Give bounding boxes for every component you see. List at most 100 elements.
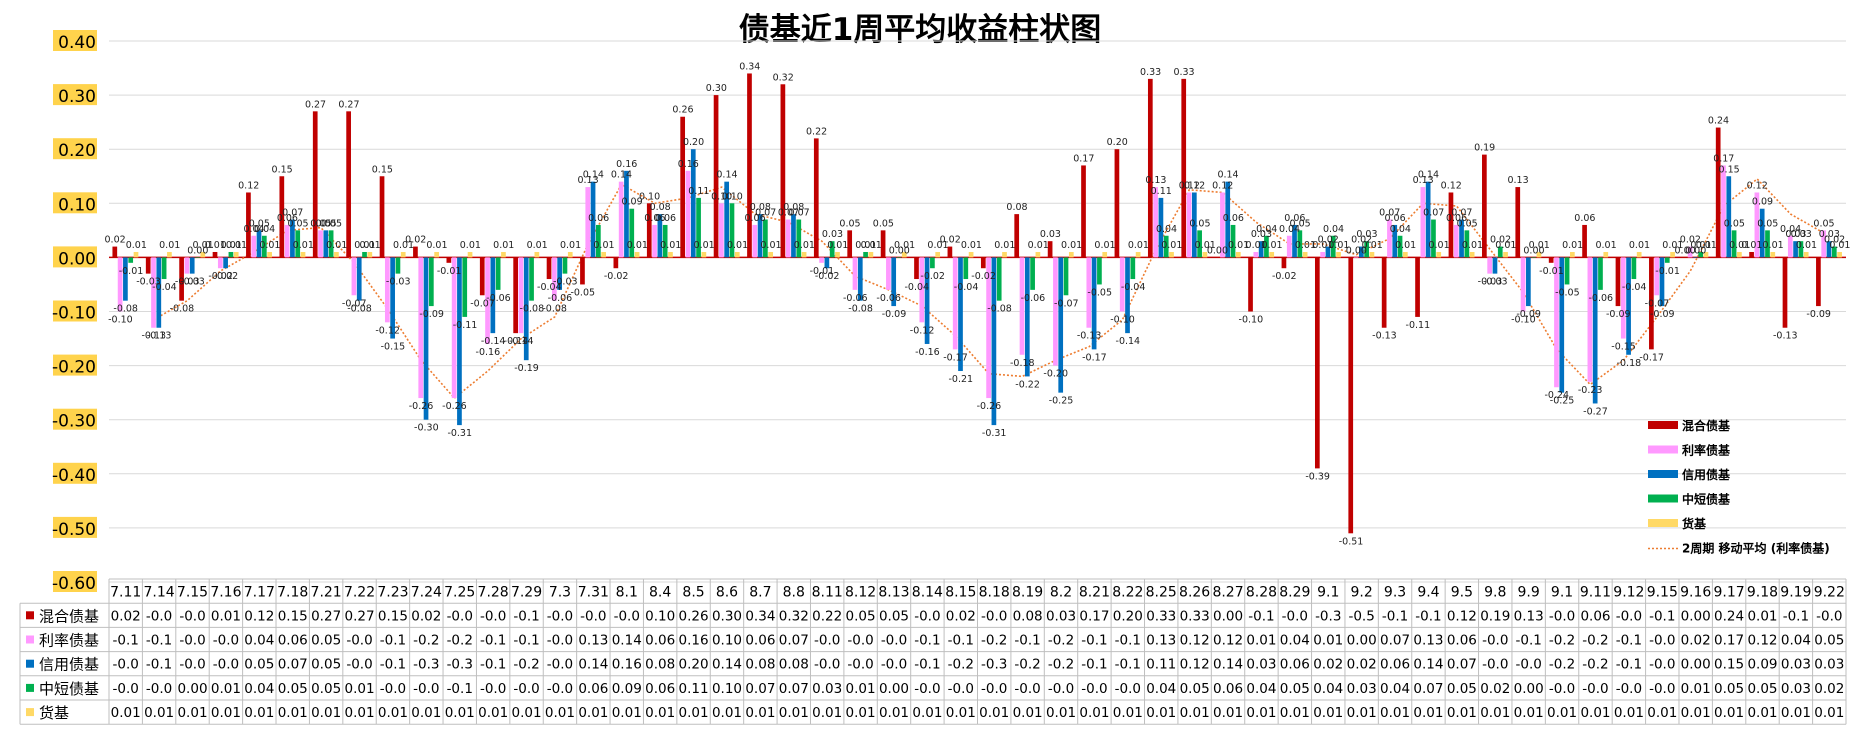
bar — [1749, 251, 1754, 258]
bar — [835, 251, 840, 258]
bar — [446, 257, 452, 263]
x-tick-label: 8.4 — [649, 584, 671, 600]
table-cell: 0.26 — [679, 608, 709, 624]
bar-data-label: -0.31 — [982, 428, 1007, 439]
bar-data-label: 0.01 — [1662, 240, 1683, 251]
bar — [356, 257, 362, 301]
bar-data-label: -0.02 — [208, 271, 233, 282]
bar-data-label: -0.08 — [347, 304, 372, 315]
bar — [145, 257, 151, 274]
bar — [1230, 224, 1236, 258]
x-tick-label: 9.18 — [1747, 584, 1778, 600]
table-row-label: 混合债基 — [39, 607, 99, 625]
table-cell: 0.02 — [1814, 681, 1844, 697]
bar-data-label: 0.33 — [1173, 67, 1194, 78]
bar-data-label: -0.14 — [481, 336, 506, 347]
bar-data-label: -0.03 — [1478, 277, 1503, 288]
bar-data-label: 0.01 — [1729, 240, 1750, 251]
bar — [1253, 251, 1259, 258]
table-cell: 0.01 — [912, 705, 942, 721]
table-cell: 0.00 — [1514, 681, 1544, 697]
x-tick-label: 8.7 — [749, 584, 771, 600]
bar-data-label: -0.19 — [514, 363, 539, 374]
table-cell: -0.0 — [213, 657, 239, 673]
bar-data-label: 0.12 — [1747, 180, 1768, 191]
bar-data-label: 0.05 — [1813, 218, 1834, 229]
table-cell: 0.05 — [846, 608, 876, 624]
x-tick-label: 7.31 — [578, 584, 609, 600]
table-cell: 0.12 — [1213, 633, 1243, 649]
bar-data-label: 0.00 — [1207, 245, 1228, 256]
bar — [1286, 235, 1292, 258]
bar-data-label: -0.12 — [910, 325, 935, 336]
table-cell: 0.01 — [1814, 705, 1844, 721]
bar — [1548, 257, 1554, 263]
bar — [601, 251, 607, 258]
bar-data-label: 0.02 — [1680, 235, 1701, 246]
y-tick-highlight — [53, 246, 97, 268]
table-cell: -0.0 — [447, 608, 473, 624]
table-cell: 0.30 — [712, 608, 742, 624]
bar-data-label: 0.01 — [855, 240, 876, 251]
table-cell: 0.01 — [1046, 705, 1076, 721]
bar — [1314, 257, 1320, 469]
bar — [1169, 251, 1174, 258]
bar — [1197, 230, 1202, 258]
bar-data-label: 0.07 — [1451, 208, 1472, 219]
table-cell: 0.12 — [244, 608, 274, 624]
bar-data-label: 0.05 — [249, 218, 270, 229]
bar — [434, 251, 439, 258]
bar-data-label: -0.10 — [1511, 315, 1536, 326]
bar — [1086, 257, 1092, 328]
table-cell: 0.34 — [745, 608, 775, 624]
bar — [529, 257, 534, 301]
bar-data-label: 0.01 — [727, 240, 748, 251]
bar — [1715, 127, 1721, 258]
bar — [1225, 181, 1231, 258]
bar — [1587, 257, 1593, 382]
bar — [1186, 192, 1192, 258]
bar — [1153, 187, 1158, 258]
bar-data-label: -0.31 — [447, 428, 472, 439]
bar-data-label: -0.01 — [1655, 266, 1680, 277]
bar — [1503, 251, 1508, 258]
table-cell: -0.5 — [1348, 608, 1374, 624]
bar-data-label: 0.06 — [1574, 213, 1595, 224]
table-cell: 0.02 — [1313, 657, 1343, 673]
bar-data-label: -0.14 — [504, 336, 529, 347]
bar-data-label: 0.09 — [1752, 197, 1773, 208]
x-tick-label: 9.1 — [1551, 584, 1573, 600]
bar-data-label: -0.11 — [1406, 320, 1431, 331]
bar-data-label: 0.19 — [1474, 143, 1495, 154]
bar — [1726, 176, 1732, 258]
table-cell: 0.05 — [311, 633, 341, 649]
bar-data-label: 0.08 — [650, 202, 671, 213]
y-tick-highlight — [53, 192, 97, 214]
bar-data-label: 0.26 — [672, 105, 693, 116]
table-cell: 0.01 — [445, 705, 475, 721]
table-cell: -0.0 — [547, 657, 573, 673]
bar — [490, 257, 496, 334]
bar-data-label: 0.01 — [1128, 240, 1149, 251]
table-cell: 0.01 — [1013, 705, 1043, 721]
bar-data-label: -0.16 — [915, 347, 940, 358]
bar — [852, 257, 858, 290]
bar-data-label: 0.01 — [927, 240, 948, 251]
bar-data-label: 0.00 — [1685, 245, 1706, 256]
table-cell: -0.0 — [1014, 681, 1040, 697]
bar — [1526, 257, 1531, 307]
bar-data-label: 0.04 — [1256, 224, 1277, 235]
bar — [290, 219, 295, 258]
table-cell: 0.24 — [1714, 608, 1744, 624]
bar-data-label: 0.10 — [722, 191, 743, 202]
bar-data-label: -0.07 — [1645, 298, 1670, 309]
bar — [1620, 257, 1626, 339]
bar — [1320, 251, 1325, 258]
bar-data-label: 0.14 — [1217, 170, 1238, 181]
bar — [501, 251, 506, 258]
table-cell: -0.0 — [346, 633, 372, 649]
bar-data-label: -0.18 — [1010, 358, 1035, 369]
table-cell: -0.0 — [1115, 681, 1141, 697]
bar-data-label: 0.13 — [1413, 175, 1434, 186]
bar — [891, 257, 897, 307]
